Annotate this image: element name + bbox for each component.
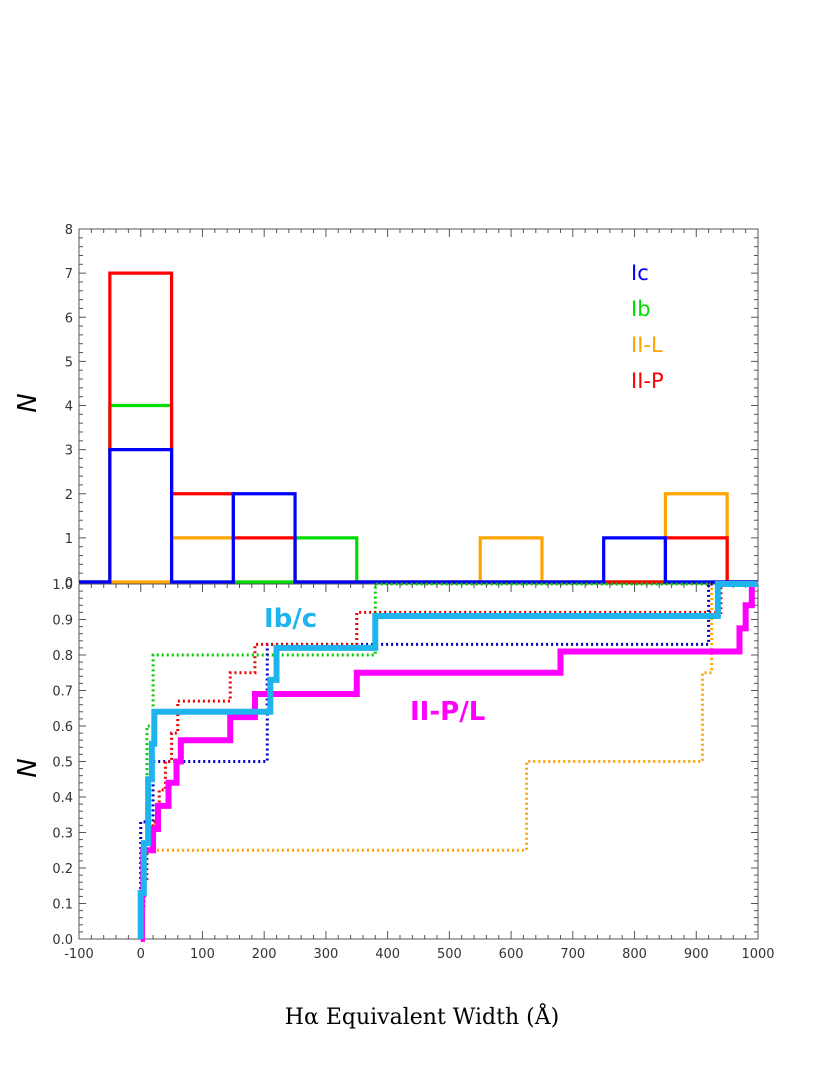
- cumulative-series-ic: [139, 582, 758, 939]
- histogram-frame: [78, 228, 759, 583]
- hist-y-tick-label: 0: [65, 576, 73, 591]
- hist-y-tick-label: 6: [65, 311, 73, 326]
- cumulative-y-label: N: [13, 758, 43, 777]
- histogram-y-label: N: [13, 393, 43, 412]
- histogram-series-ic: [79, 448, 758, 584]
- cumulative-panel: 0.0 0.1 0.2 0.3 0.4 0.5 0.6 0.7 0.8 0.9 1.0 -100 0 10…: [52, 578, 774, 962]
- x-tick-label: 600: [499, 947, 524, 962]
- x-tick-label: 900: [684, 947, 709, 962]
- x-tick-label: 200: [252, 947, 277, 962]
- x-tick-label: 1000: [741, 947, 774, 962]
- histogram-panel: 0 1 2 3 4 5 6 7 8 Ic Ib II-L II-P: [65, 223, 759, 591]
- cum-y-tick-label: 0.9: [52, 614, 73, 629]
- cum-y-tick-label: 0.7: [52, 685, 73, 700]
- x-tick-label: 800: [622, 947, 647, 962]
- x-tick-label: 0: [137, 947, 145, 962]
- hist-y-tick-label: 8: [65, 223, 73, 238]
- cum-y-tick-label: 0.1: [52, 898, 73, 913]
- cum-y-tick-label: 0.3: [52, 827, 73, 842]
- annotation-ib-c: Ib/c: [264, 604, 317, 634]
- cum-y-tick-label: 0.5: [52, 756, 73, 771]
- x-axis-label: Hα Equivalent Width (Å): [285, 1002, 559, 1030]
- x-tick-label: 700: [560, 947, 585, 962]
- hist-y-tick-label: 3: [65, 444, 73, 459]
- hist-y-tick-label: 5: [65, 355, 73, 370]
- x-tick-label: 300: [313, 947, 338, 962]
- x-tick-label: 100: [190, 947, 215, 962]
- annotation-ii-p-l: II-P/L: [410, 697, 485, 727]
- cumulative-series-ii-p: [139, 582, 758, 939]
- cum-y-tick-label: 0.6: [52, 720, 73, 735]
- cum-y-tick-label: 0.0: [52, 933, 73, 948]
- legend-item-ic: Ic: [631, 261, 649, 285]
- x-tick-label: -100: [64, 947, 94, 962]
- cum-y-tick-label: 0.2: [52, 862, 73, 877]
- legend-item-ii-p: II-P: [631, 369, 664, 393]
- cum-y-tick-label: 0.8: [52, 649, 73, 664]
- hist-y-tick-label: 1: [65, 532, 73, 547]
- x-tick-label: 400: [375, 947, 400, 962]
- legend-item-ii-l: II-L: [631, 333, 663, 357]
- hist-y-tick-label: 7: [65, 267, 73, 282]
- cum-y-tick-label: 1.0: [52, 578, 73, 593]
- cumulative-series-ib-c: [137, 581, 758, 939]
- hist-y-tick-label: 4: [65, 400, 73, 415]
- histogram-series-ii-p: [79, 271, 758, 584]
- legend-item-ib: Ib: [631, 297, 651, 321]
- x-tick-label: 500: [437, 947, 462, 962]
- cum-y-tick-label: 0.4: [52, 791, 73, 806]
- hist-y-tick-label: 2: [65, 488, 73, 503]
